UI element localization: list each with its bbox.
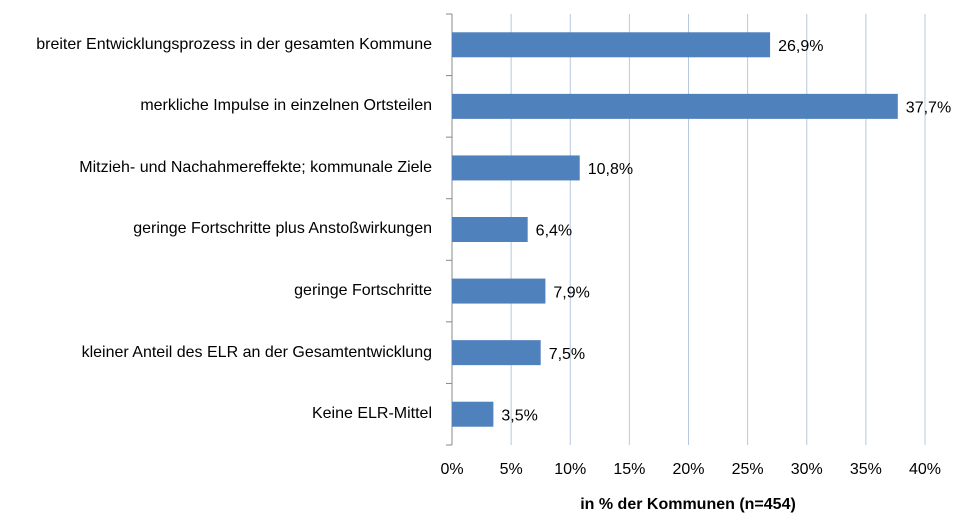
x-tick-label: 35%: [850, 461, 882, 478]
x-tick-label: 5%: [500, 461, 523, 478]
x-tick-label: 30%: [791, 461, 823, 478]
y-tick-label: breiter Entwicklungsprozess in der gesam…: [36, 14, 432, 76]
bar: [452, 32, 771, 58]
category-text: breiter Entwicklungsprozess in der gesam…: [36, 35, 432, 53]
y-tick-label: geringe Fortschritte plus Anstoßwirkunge…: [133, 199, 432, 261]
bar: [452, 278, 546, 304]
bar: [452, 93, 898, 119]
category-text: kleiner Anteil des ELR an der Gesamtentw…: [81, 343, 432, 361]
category-text: geringe Fortschritte plus Anstoßwirkunge…: [133, 220, 432, 238]
y-tick-label: kleiner Anteil des ELR an der Gesamtentw…: [82, 322, 432, 384]
bar: [452, 155, 580, 181]
x-tick-label: 40%: [909, 461, 941, 478]
y-tick-label: Keine ELR-Mittel: [312, 383, 432, 445]
x-tick-label: 0%: [440, 461, 463, 478]
y-tick-label: geringe Fortschritte: [294, 260, 432, 322]
category-text: merkliche Impulse in einzelnen Ortsteile…: [140, 97, 432, 115]
value-label: 3,5%: [501, 407, 537, 424]
x-tick-label: 10%: [554, 461, 586, 478]
value-label: 7,9%: [553, 284, 589, 301]
category-text: Keine ELR-Mittel: [311, 405, 432, 423]
value-label: 7,5%: [549, 346, 585, 363]
bar: [452, 217, 528, 242]
value-label: 10,8%: [588, 161, 633, 178]
x-tick-label: 15%: [613, 461, 645, 478]
value-label: 37,7%: [906, 100, 951, 117]
y-tick-label: Mitzieh- und Nachahmereffekte; kommunale…: [79, 137, 432, 199]
x-tick-label: 20%: [672, 461, 704, 478]
x-tick-label: 25%: [732, 461, 764, 478]
bar: [452, 401, 494, 427]
category-text: geringe Fortschritte: [294, 282, 432, 300]
x-axis-label: in % der Kommunen (n=454): [580, 496, 796, 513]
category-text: Mitzieh- und Nachahmereffekte; kommunale…: [79, 158, 432, 176]
bar: [452, 340, 541, 366]
value-label: 26,9%: [778, 38, 823, 55]
y-tick-label: merkliche Impulse in einzelnen Ortsteile…: [140, 76, 432, 138]
value-label: 6,4%: [536, 223, 572, 240]
